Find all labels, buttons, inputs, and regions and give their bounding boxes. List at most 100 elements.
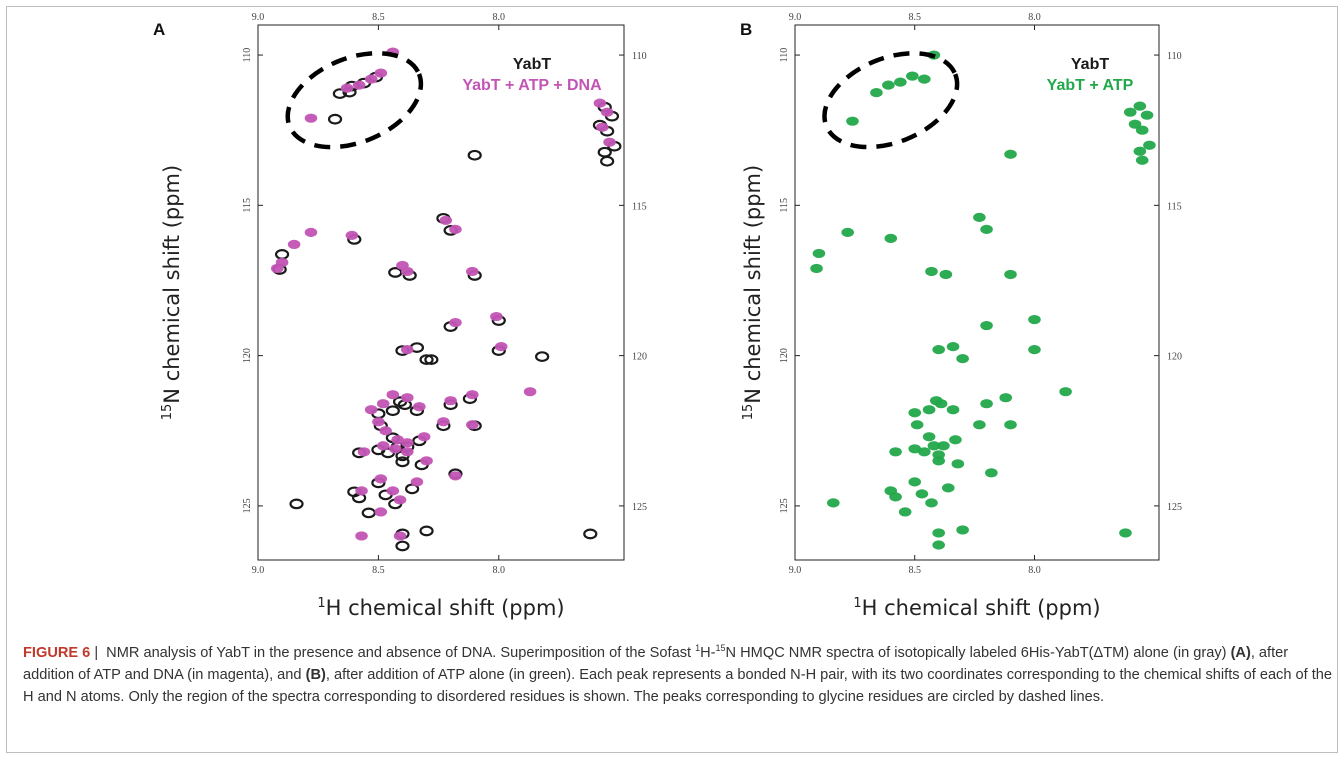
panel-b-peak-green: [951, 459, 965, 469]
panel-b-peak-green: [973, 420, 986, 430]
panel-a-peak-magenta: [596, 122, 609, 132]
panel-b-peak-green: [932, 456, 945, 466]
panel-a-peak-magenta: [357, 447, 371, 457]
panel-a-peak-magenta: [355, 486, 368, 496]
caption-superscript: 1: [695, 643, 701, 653]
panel-a-peak-reference: [395, 456, 410, 468]
panel-a-y-tick-label-right: 115: [632, 201, 647, 212]
panel-b-peak-green: [882, 80, 895, 90]
panel-a-peak-reference: [327, 113, 343, 125]
panel-a-peak-magenta: [393, 531, 407, 541]
panel-a-peak-magenta: [270, 263, 284, 274]
panel-b-peak-green: [946, 342, 960, 352]
panel-a-peak-magenta: [400, 438, 414, 448]
figure-label: FIGURE 6: [23, 644, 91, 661]
panel-b-peak-green: [946, 405, 960, 415]
panel-b-peak-green: [937, 441, 950, 451]
panel-b-peak-green: [999, 393, 1013, 403]
panel-b-peak-green: [980, 224, 993, 234]
panel-b-y-axis-label-sup: 15: [741, 404, 756, 421]
panel-a-peak-magenta: [372, 417, 385, 427]
panel-a-peak-magenta: [345, 230, 359, 240]
panel-b-peak-green: [1119, 528, 1132, 538]
panel-b-peak-green: [1128, 119, 1142, 129]
panel-a-peak-magenta: [413, 402, 426, 412]
caption-text: H-: [700, 644, 716, 661]
panel-b-peak-green: [894, 77, 907, 87]
panel-b-y-axis-label: 15N chemical shift (ppm): [741, 165, 765, 420]
panel-a-y-axis-label-main: N chemical shift (ppm): [160, 165, 184, 404]
panel-b-peak-green: [915, 489, 929, 499]
panel-a-peak-reference: [583, 528, 598, 540]
panel-b-peak-green: [949, 435, 962, 445]
panel-b-label: B: [740, 20, 752, 39]
panel-a-legend-entry: YabT: [513, 56, 551, 73]
panel-b-peak-green: [1135, 155, 1149, 165]
panel-a-peak-magenta: [494, 342, 508, 352]
panel-b-y-tick-label-left: 125: [779, 498, 790, 513]
panel-b-peak-green: [1140, 110, 1154, 120]
panel-a-y-axis-label-sup: 15: [160, 404, 175, 421]
panel-b-y-tick-label-right: 125: [1167, 502, 1182, 513]
panel-a-peak-magenta: [449, 317, 462, 328]
panel-b-peak-green: [908, 477, 922, 487]
panel-a-peak-magenta: [364, 74, 378, 84]
panel-a-peak-magenta: [449, 471, 462, 481]
panel-a-x-tick-label-bottom: 8.5: [372, 565, 385, 576]
panel-a-glycine-dashed-ellipse: [285, 50, 424, 150]
panel-a-peak-magenta: [374, 68, 388, 78]
panel-b-x-tick-label-bottom: 8.0: [1028, 565, 1041, 576]
panel-b-peak-green: [908, 408, 922, 418]
panel-b-peak-green: [1028, 314, 1041, 325]
panel-a-y-tick-label-left: 115: [242, 198, 253, 213]
panel-b-y-tick-label-left: 110: [779, 48, 790, 63]
panel-b-peak-green: [922, 405, 936, 415]
panel-b-peak-green: [910, 420, 924, 430]
panel-b-peak-green: [932, 345, 945, 355]
panel-a-label: A: [153, 20, 165, 39]
panel-b-peak-green: [884, 233, 898, 243]
panel-a-peak-magenta: [386, 390, 400, 400]
panel-a-peaks: [270, 47, 622, 552]
caption-bold-ref: (B): [305, 666, 326, 683]
panel-a-peak-magenta: [490, 311, 503, 322]
panel-a-peak-reference: [424, 354, 439, 366]
panel-a-peak-reference: [385, 405, 400, 417]
panel-a-peak-reference: [535, 351, 550, 363]
panel-a-peak-magenta: [439, 215, 453, 225]
panel-a-y-tick-label-left: 110: [242, 48, 253, 63]
panel-b-peak-green: [898, 507, 912, 517]
panel-a-peak-reference: [419, 525, 434, 537]
panel-b-legend-entry: YabT: [1071, 56, 1109, 73]
caption-text: , after addition of ATP alone (in green)…: [23, 666, 1333, 705]
caption-bold-ref: (A): [1230, 644, 1251, 661]
figure-container: A 9.0 9.0 8.5 8.5 8.0 8.0 110 110 115 115 120 120 125…: [6, 6, 1338, 753]
panel-a-peak-magenta: [449, 224, 462, 234]
panel-b-peak-green: [985, 468, 998, 478]
panel-b-peak-green: [1028, 345, 1041, 355]
panel-b-peak-green: [925, 498, 938, 508]
panel-b-peaks: [810, 50, 1156, 550]
panel-b-peak-green: [980, 320, 993, 331]
panel-a-peak-magenta: [523, 387, 537, 397]
panel-a-y-axis-label: 15N chemical shift (ppm): [160, 165, 184, 420]
panel-a-peak-magenta: [410, 477, 424, 487]
panel-b-x-axis-label-sup: 1: [853, 596, 861, 611]
panel-b-peak-green: [827, 498, 840, 508]
panel-b-x-tick-label-top: 9.0: [789, 12, 802, 23]
panel-a-x-tick-label-top: 8.0: [493, 12, 506, 23]
panel-a-peak-magenta: [304, 227, 318, 237]
panel-b-x-tick-label-top: 8.0: [1028, 12, 1041, 23]
panel-b-y-tick-label-left: 120: [779, 348, 790, 363]
figure-caption: FIGURE 6 | NMR analysis of YabT in the pr…: [23, 637, 1333, 708]
panel-b-x-tick-label-top: 8.5: [908, 12, 921, 23]
panel-a-peak-magenta: [340, 83, 354, 93]
panel-b-plot-frame: [794, 24, 1160, 561]
panel-a-peak-reference: [467, 149, 482, 161]
panel-b-peak-green: [1135, 125, 1149, 135]
panel-b-peak-green: [889, 447, 902, 457]
panel-b-peak-green: [906, 71, 919, 81]
panel-a-peak-reference: [419, 354, 434, 366]
panel-a-y-tick-label-right: 110: [632, 51, 647, 62]
